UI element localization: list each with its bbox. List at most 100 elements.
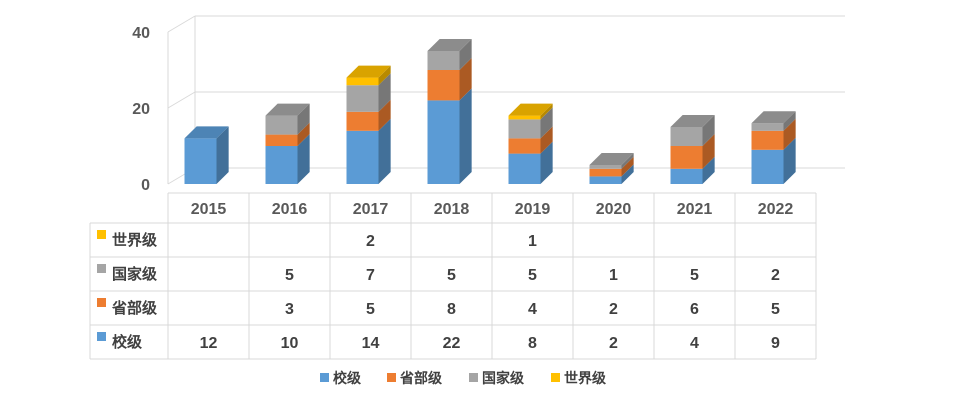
bar-side — [459, 58, 472, 101]
data-label: 1 — [528, 233, 537, 250]
bar-side — [540, 141, 553, 184]
data-label: 3 — [285, 301, 294, 318]
x-tick-label: 2015 — [191, 201, 227, 218]
bar-segment — [751, 149, 784, 184]
data-label: 12 — [200, 335, 218, 352]
bar-top — [751, 111, 796, 124]
bar-segment — [265, 134, 298, 146]
y-tick-label: 0 — [141, 177, 150, 194]
bar-side — [783, 137, 796, 184]
gridline-diag — [167, 91, 196, 109]
bar-segment — [751, 123, 784, 131]
data-label: 5 — [447, 267, 456, 284]
bar-side — [378, 65, 391, 86]
legend-key — [387, 373, 396, 382]
bar-segment — [427, 51, 460, 70]
bar-segment — [508, 115, 541, 120]
data-label: 14 — [362, 335, 380, 352]
data-label: 2 — [609, 335, 618, 352]
bar-side — [297, 134, 310, 184]
legend-label: 世界级 — [564, 370, 607, 387]
bar-side — [621, 164, 634, 184]
data-label: 9 — [771, 335, 780, 352]
bar-side — [702, 156, 715, 184]
table-legend-key — [97, 298, 106, 307]
bar-side — [459, 88, 472, 184]
bar-segment — [508, 138, 541, 154]
data-label: 5 — [285, 267, 294, 284]
bar-side — [459, 39, 472, 70]
bar-top — [346, 65, 391, 78]
bar-side — [216, 126, 229, 184]
bar-segment — [508, 153, 541, 184]
bar-side — [540, 103, 553, 120]
bar-top — [184, 126, 229, 139]
legend-key — [551, 373, 560, 382]
table-row-label: 世界级 — [112, 231, 158, 249]
bar-segment — [346, 77, 379, 86]
legend-label: 省部级 — [399, 370, 443, 387]
bar-top — [265, 103, 310, 116]
bar-side — [783, 118, 796, 150]
bar-side — [378, 73, 391, 112]
bar-side — [378, 118, 391, 184]
data-label: 5 — [690, 267, 699, 284]
bar-segment — [670, 146, 703, 169]
data-label: 2 — [771, 267, 780, 284]
bar-segment — [751, 130, 784, 150]
table-row-label: 校级 — [112, 333, 143, 351]
bar-segment — [184, 138, 217, 184]
x-tick-label: 2018 — [434, 201, 470, 218]
bar-side — [783, 111, 796, 131]
data-label: 22 — [443, 335, 461, 352]
bar-side — [621, 156, 634, 177]
legend-key — [320, 373, 329, 382]
x-tick-label: 2021 — [677, 201, 713, 218]
bar-side — [702, 134, 715, 169]
legend-key — [469, 373, 478, 382]
table-row-label: 国家级 — [112, 265, 158, 283]
bar-top — [589, 153, 634, 165]
bar-top — [427, 39, 472, 51]
gridline-diag — [167, 15, 196, 33]
data-label: 5 — [528, 267, 537, 284]
legend-label: 国家级 — [482, 370, 525, 387]
legend-label: 校级 — [333, 370, 362, 387]
data-label: 10 — [281, 335, 299, 352]
data-label: 7 — [366, 267, 375, 284]
bar-top — [508, 103, 553, 116]
bar-segment — [346, 111, 379, 131]
x-tick-label: 2017 — [353, 201, 389, 218]
bar-segment — [427, 70, 460, 101]
bar-side — [540, 126, 553, 154]
bar-segment — [589, 168, 622, 177]
bar-segment — [670, 127, 703, 146]
bar-segment — [508, 119, 541, 139]
bar-side — [702, 115, 715, 146]
data-label: 4 — [528, 301, 537, 318]
bar-side — [540, 107, 553, 139]
bar-segment — [265, 115, 298, 135]
bar-side — [297, 122, 310, 146]
x-tick-label: 2022 — [758, 201, 794, 218]
data-label: 1 — [609, 267, 618, 284]
bar-top — [670, 115, 715, 127]
table-row-label: 省部级 — [111, 299, 158, 317]
bar-segment — [346, 130, 379, 184]
bar-segment — [589, 165, 622, 169]
bar-segment — [265, 146, 298, 184]
data-label: 8 — [447, 301, 456, 318]
data-label: 2 — [366, 233, 375, 250]
data-label: 5 — [366, 301, 375, 318]
y-tick-label: 40 — [132, 25, 150, 42]
bar-segment — [427, 100, 460, 184]
table-legend-key — [97, 264, 106, 273]
data-label: 5 — [771, 301, 780, 318]
bar-segment — [346, 85, 379, 112]
bar-side — [297, 103, 310, 135]
table-legend-key — [97, 230, 106, 239]
data-label: 2 — [609, 301, 618, 318]
bar-side — [378, 99, 391, 131]
